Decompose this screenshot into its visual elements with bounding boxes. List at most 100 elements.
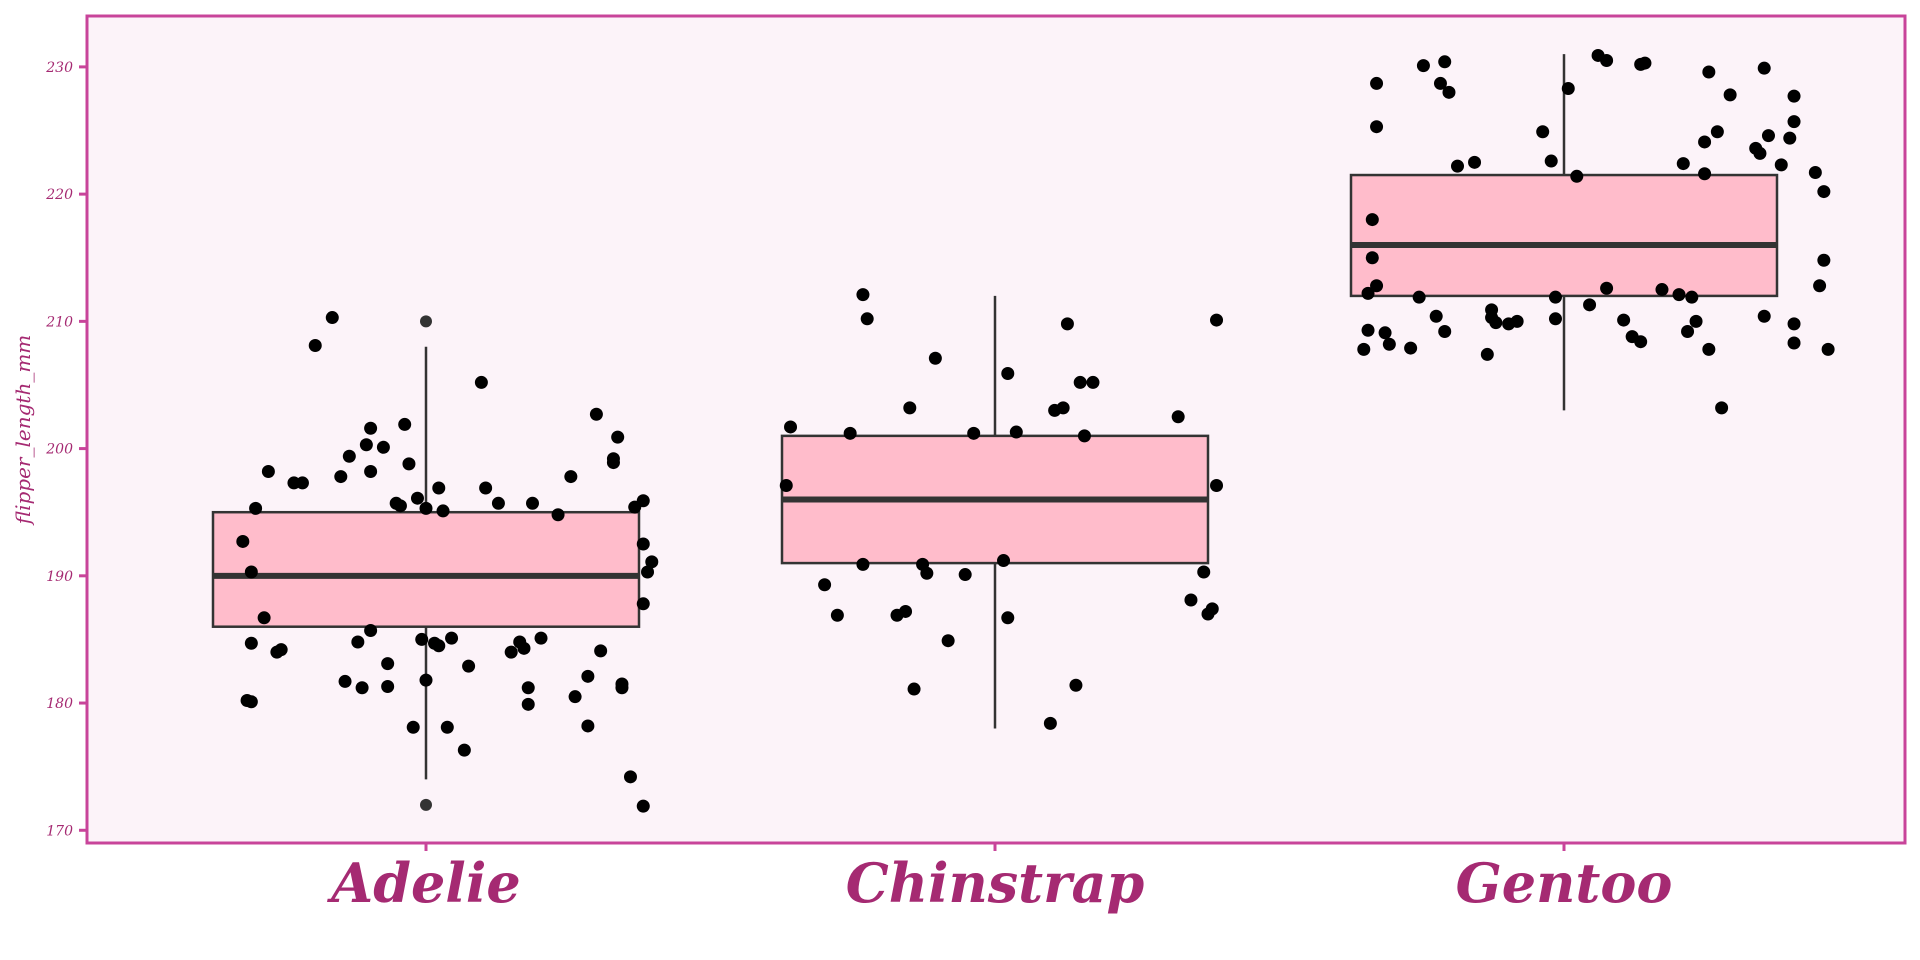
data-point (1001, 367, 1015, 381)
data-point (1536, 125, 1550, 139)
data-point (564, 470, 578, 484)
data-point (410, 491, 424, 505)
data-point (1442, 85, 1456, 99)
data-point (1787, 115, 1801, 129)
data-point (526, 496, 539, 510)
data-point (860, 312, 874, 326)
data-point (1548, 290, 1562, 304)
data-point (928, 351, 942, 365)
data-point (1468, 155, 1482, 169)
data-point (351, 635, 365, 649)
data-point (355, 681, 369, 695)
data-point (342, 449, 356, 463)
data-point (1370, 120, 1384, 134)
data-point (551, 508, 565, 522)
data-point (1361, 286, 1375, 300)
data-point (1370, 76, 1384, 90)
data-point (474, 375, 488, 389)
data-point (1783, 131, 1797, 145)
data-point (462, 659, 476, 673)
data-point (611, 430, 625, 444)
x-category-label: Chinstrap (846, 851, 1145, 915)
data-point (1073, 375, 1087, 389)
data-point (1689, 314, 1703, 328)
data-point (1489, 316, 1503, 330)
data-point (920, 566, 934, 580)
data-point (1681, 325, 1695, 339)
data-point (1787, 336, 1801, 350)
outlier-point (420, 798, 432, 811)
data-point (1600, 54, 1614, 68)
data-point (308, 339, 322, 353)
data-point (1433, 76, 1447, 90)
box-iqr (1349, 173, 1779, 298)
data-point (445, 631, 459, 645)
data-point (581, 719, 595, 733)
data-point (589, 407, 603, 421)
data-point (1009, 425, 1023, 439)
data-point (261, 464, 275, 478)
y-tick-label: 200 (45, 442, 73, 458)
data-point (1757, 61, 1771, 75)
data-point (244, 636, 258, 650)
data-point (1787, 317, 1801, 331)
whiskers-layer (424, 54, 1566, 780)
data-point (818, 578, 832, 592)
data-point (1638, 56, 1652, 70)
data-point (1086, 375, 1100, 389)
x-category-label: Gentoo (1456, 851, 1673, 915)
data-point (636, 537, 650, 551)
data-point (1378, 326, 1392, 340)
data-point (636, 597, 650, 611)
data-point (1715, 401, 1729, 415)
data-point (615, 681, 629, 695)
data-point (406, 720, 420, 734)
data-point (784, 420, 798, 434)
data-point (1429, 309, 1443, 323)
data-point (779, 478, 793, 492)
plot-border (85, 14, 1907, 845)
y-tick-label: 180 (46, 696, 73, 712)
data-point (359, 438, 373, 452)
data-point (1561, 82, 1575, 96)
data-point (1544, 154, 1558, 168)
data-point (419, 673, 433, 687)
data-point (1583, 298, 1597, 312)
data-point (521, 697, 535, 711)
data-point (645, 555, 659, 569)
data-point (1382, 337, 1396, 351)
data-point (1210, 478, 1224, 492)
data-point (1171, 410, 1185, 424)
data-point (398, 417, 412, 431)
data-point (1685, 290, 1699, 304)
data-point (1757, 309, 1771, 323)
y-tick-label: 210 (45, 314, 73, 330)
data-point (1404, 341, 1418, 355)
data-point (1570, 169, 1584, 183)
data-point (1365, 213, 1379, 227)
data-point (830, 608, 844, 622)
y-tick-label: 170 (46, 823, 73, 839)
outlier-point (420, 315, 432, 328)
data-point (325, 311, 339, 325)
box-iqr (211, 510, 641, 628)
data-point (1480, 347, 1494, 361)
data-point (1210, 313, 1224, 327)
data-point (257, 611, 271, 625)
data-point (1774, 158, 1788, 172)
data-point (415, 632, 429, 646)
data-point (334, 470, 348, 484)
outliers-layer (420, 315, 432, 811)
data-point (419, 501, 433, 515)
data-point (381, 680, 395, 694)
data-point (1698, 135, 1712, 149)
data-point (274, 643, 288, 657)
data-point (1056, 401, 1070, 415)
data-point (393, 499, 407, 513)
data-point (1710, 125, 1724, 139)
data-point (958, 568, 972, 582)
data-point (606, 456, 620, 470)
data-point (1600, 281, 1614, 295)
